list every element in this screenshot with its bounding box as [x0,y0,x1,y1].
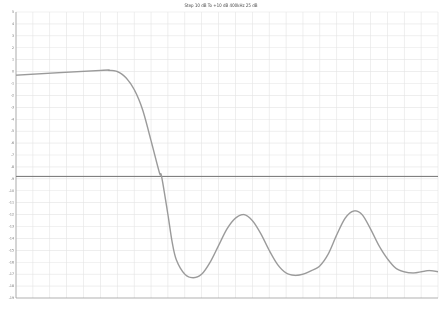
y-tick-label: -8 [11,165,14,169]
y-tick-label: 5 [12,10,14,14]
chart-title: Step 10 dB To +10 dB 400kHz 25 dB [184,3,257,8]
y-tick-label: -11 [9,201,14,205]
y-tick-label: -18 [9,284,14,288]
series-line [15,69,439,279]
y-tick-label: -13 [9,225,14,229]
y-tick-label: 4 [12,22,14,26]
y-tick-label: 3 [12,34,14,38]
grid [15,11,439,299]
y-tick-label: -17 [9,272,14,276]
y-tick-label: -19 [9,296,14,300]
series-layer [15,69,439,279]
y-tick-label: 0 [12,70,14,74]
y-tick-label: -7 [11,153,14,157]
y-tick-label: -14 [9,236,14,240]
y-tick-label: -2 [11,93,14,97]
y-tick-label: -3 [11,105,14,109]
y-tick-label: -15 [9,248,14,252]
y-tick-label: -12 [9,213,14,217]
y-tick-label: -9 [11,177,14,181]
tick-labels: 5 4 3 2 1 0 -1 -2 -3 -4 -5 -6 -7 -8 -9 -10 -11 -12 -13 -14 -… [9,10,14,300]
y-tick-label: -4 [11,117,14,121]
y-tick-label: 2 [12,46,14,50]
y-tick-label: -5 [11,129,14,133]
y-tick-label: -6 [11,141,14,145]
y-tick-label: 1 [12,58,14,62]
y-tick-label: -16 [9,260,14,264]
y-tick-label: -1 [11,82,14,86]
y-tick-label: -10 [9,189,14,193]
